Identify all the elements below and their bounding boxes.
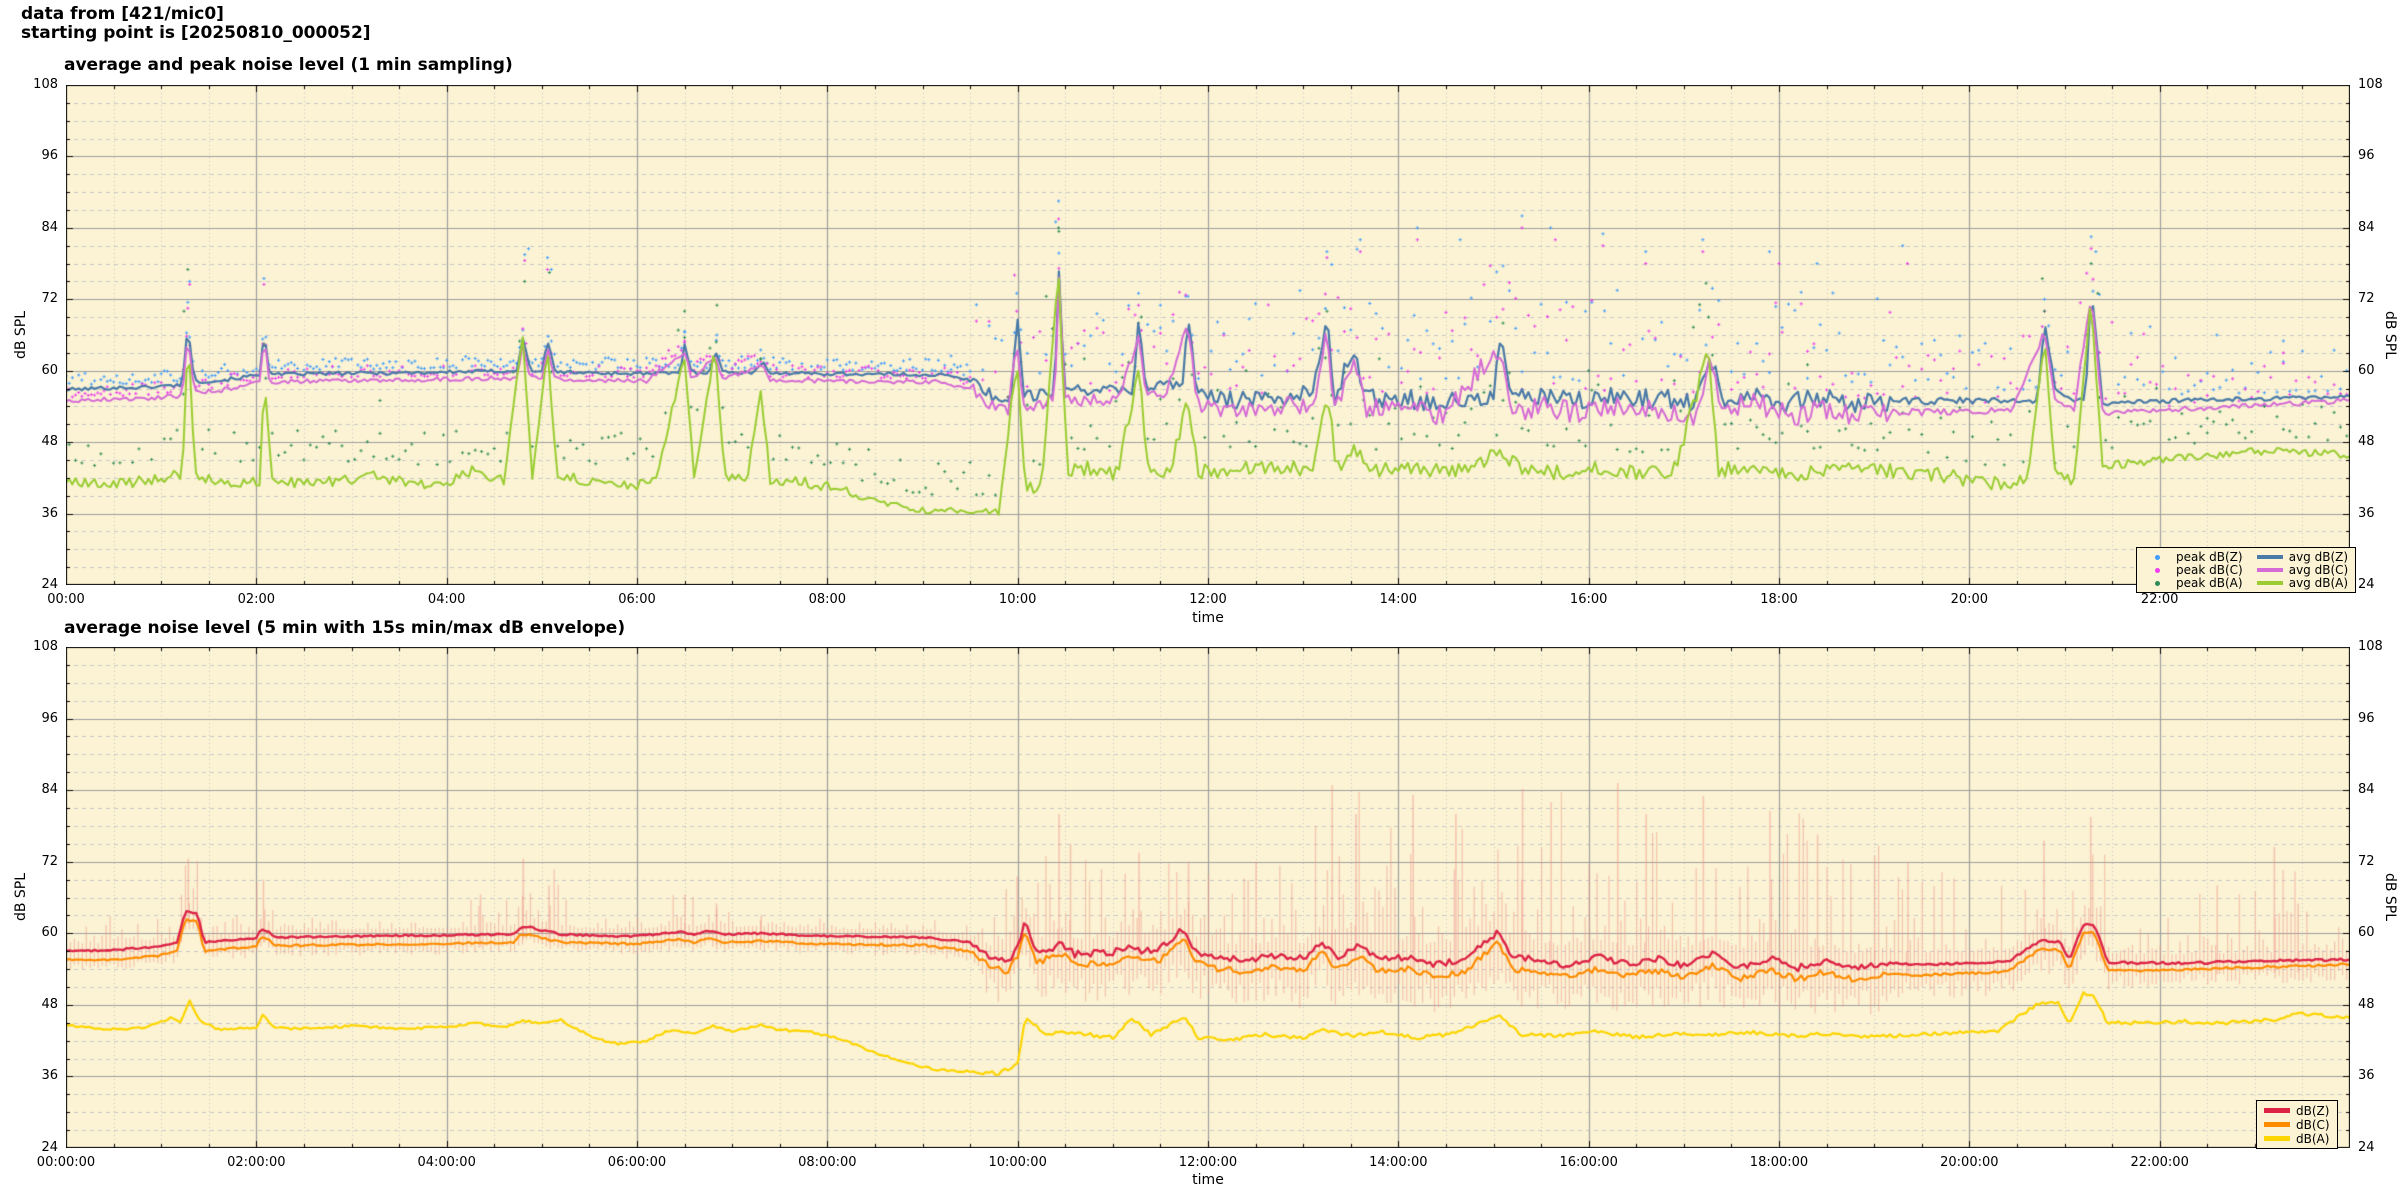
x-tick-label: 22:00	[2140, 592, 2179, 607]
legend-item-peak-dbz: peak dB(Z)	[2144, 551, 2243, 563]
legend-label: dB(C)	[2296, 1117, 2330, 1132]
y-tick-label-right: 96	[2358, 710, 2375, 726]
header: data from [421/mic0] starting point is […	[21, 5, 371, 43]
y-tick-label-left: 36	[41, 505, 58, 521]
x-tick-label: 08:00	[808, 592, 847, 607]
y-tick-label-right: 48	[2358, 996, 2375, 1012]
y-tick-label-left: 24	[41, 1140, 58, 1155]
x-tick-label: 12:00	[1189, 592, 1227, 607]
x-tick-label: 14:00	[1379, 592, 1418, 607]
dba-line-icon	[2264, 1136, 2290, 1141]
x-tick-label: 04:00	[427, 592, 466, 607]
peak-dba-marker-icon	[2144, 580, 2170, 586]
y-tick-label-left: 60	[41, 362, 58, 378]
x-tick-label: 20:00	[1950, 592, 1989, 607]
y-tick-label-left: 96	[41, 710, 58, 726]
y-tick-label-left: 108	[33, 639, 58, 654]
x-tick-label: 10:00:00	[988, 1155, 1047, 1170]
top-chart-title: average and peak noise level (1 min samp…	[64, 55, 513, 75]
x-tick-label: 22:00:00	[2130, 1155, 2189, 1170]
top-chart-legend: peak dB(Z) peak dB(C) peak dB(A) avg dB(…	[2136, 547, 2357, 593]
y-tick-label-right: 84	[2358, 219, 2375, 235]
x-tick-label: 14:00:00	[1369, 1155, 1428, 1170]
x-tick-label: 16:00	[1569, 592, 1608, 607]
legend-item-dbc: dB(C)	[2264, 1118, 2330, 1131]
header-line1: data from [421/mic0]	[21, 4, 224, 24]
legend-label: peak dB(C)	[2176, 563, 2243, 577]
y-tick-label-right: 96	[2358, 148, 2375, 164]
legend-avg-column: avg dB(Z) avg dB(C) avg dB(A)	[2256, 550, 2349, 590]
bottom-chart-title: average noise level (5 min with 15s min/…	[64, 618, 626, 638]
y-tick-label-right: 108	[2358, 77, 2383, 92]
legend-item-avg-dba: avg dB(A)	[2256, 576, 2349, 590]
y-tick-label-right: 24	[2358, 1140, 2375, 1155]
legend-label: dB(A)	[2296, 1131, 2330, 1146]
legend-label: dB(Z)	[2296, 1103, 2330, 1118]
y-tick-label-right: 48	[2358, 434, 2375, 450]
y-tick-label-left: 48	[41, 996, 58, 1012]
x-tick-label: 18:00:00	[1749, 1155, 1809, 1170]
peak-dbc-marker-icon	[2144, 567, 2170, 573]
legend-label: peak dB(A)	[2176, 576, 2243, 590]
legend-label: avg dB(C)	[2288, 563, 2349, 577]
y-tick-label-left: 84	[41, 219, 58, 235]
y-tick-label-right: 60	[2358, 362, 2375, 378]
legend-item-peak-dbc: peak dB(C)	[2144, 564, 2243, 576]
legend-label: avg dB(Z)	[2288, 550, 2349, 564]
x-tick-label: 20:00:00	[1940, 1155, 1999, 1170]
y-tick-label-left: 96	[41, 148, 58, 164]
y-tick-label-left: 84	[41, 782, 58, 798]
legend-item-avg-dbc: avg dB(C)	[2256, 563, 2349, 577]
x-tick-label: 18:00	[1760, 592, 1798, 607]
y-tick-label-left: 72	[41, 853, 58, 869]
legend-peak-column: peak dB(Z) peak dB(C) peak dB(A)	[2144, 551, 2243, 589]
y-tick-label-right: 108	[2358, 639, 2383, 654]
dbc-line-icon	[2264, 1122, 2290, 1127]
x-tick-label: 02:00	[237, 592, 276, 607]
y-tick-label-right: 24	[2358, 577, 2375, 592]
top-chart-xlabel: time	[1192, 610, 1224, 626]
y-tick-label-right: 72	[2358, 853, 2375, 869]
y-tick-label-left: 72	[41, 291, 58, 307]
top-chart-plot-area[interactable]	[66, 85, 2350, 585]
header-line2: starting point is [20250810_000052]	[21, 23, 371, 43]
x-tick-label: 00:00:00	[36, 1155, 96, 1170]
legend-item-avg-dbz: avg dB(Z)	[2256, 550, 2349, 564]
x-tick-label: 06:00:00	[607, 1155, 667, 1170]
y-tick-label-left: 48	[41, 434, 58, 450]
y-tick-label-right: 36	[2358, 505, 2375, 521]
legend-label: peak dB(Z)	[2176, 550, 2243, 564]
bottom-chart-legend: dB(Z) dB(C) dB(A)	[2256, 1100, 2338, 1149]
peak-dbz-marker-icon	[2144, 554, 2170, 560]
x-tick-label: 02:00:00	[227, 1155, 286, 1170]
y-tick-label-right: 84	[2358, 782, 2375, 798]
dbz-line-icon	[2264, 1108, 2290, 1113]
y-tick-label-left: 60	[41, 925, 58, 941]
x-tick-label: 06:00	[618, 592, 656, 607]
legend-item-peak-dba: peak dB(A)	[2144, 577, 2243, 589]
bottom-chart-xlabel: time	[1192, 1172, 1224, 1188]
legend-label: avg dB(A)	[2288, 576, 2349, 590]
x-tick-label: 10:00	[998, 592, 1037, 607]
x-tick-label: 12:00:00	[1178, 1155, 1238, 1170]
bottom-chart-plot-area[interactable]	[66, 647, 2350, 1148]
avg-dbc-line-icon	[2256, 568, 2283, 572]
legend-item-dba: dB(A)	[2264, 1132, 2330, 1145]
y-tick-label-left: 36	[41, 1068, 58, 1084]
avg-dbz-line-icon	[2256, 555, 2283, 559]
legend-item-dbz: dB(Z)	[2264, 1104, 2330, 1117]
y-tick-label-left: 24	[41, 577, 58, 592]
y-tick-label-right: 60	[2358, 925, 2375, 941]
x-tick-label: 04:00:00	[417, 1155, 476, 1170]
x-tick-label: 16:00:00	[1559, 1155, 1618, 1170]
x-tick-label: 00:00	[47, 592, 85, 607]
y-tick-label-right: 36	[2358, 1068, 2375, 1084]
avg-dba-line-icon	[2256, 581, 2283, 585]
y-tick-label-right: 72	[2358, 291, 2375, 307]
x-tick-label: 08:00:00	[798, 1155, 857, 1170]
y-tick-label-left: 108	[33, 77, 58, 92]
